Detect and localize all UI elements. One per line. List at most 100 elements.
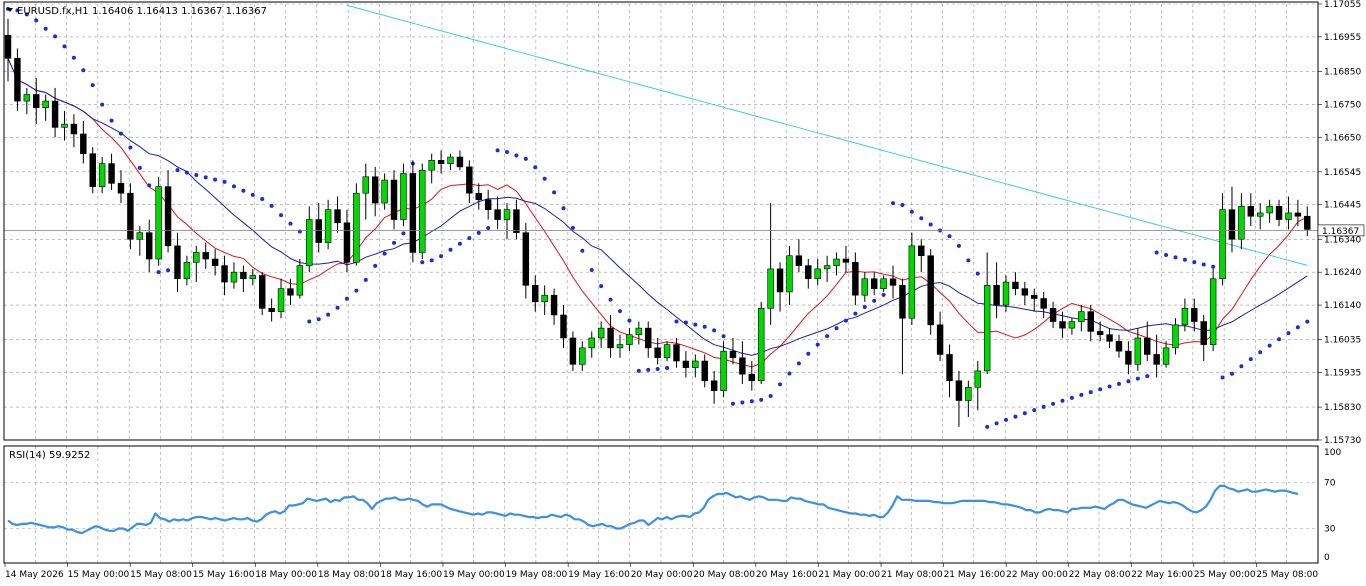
bear-candle [1106,334,1113,342]
psar-dot [81,68,86,73]
bear-candle [513,209,520,233]
bear-candle [1115,340,1123,352]
price-tick-label: 1.16650 [1324,133,1361,143]
bear-candle [1200,321,1207,345]
bear-candle [522,232,530,286]
psar-dot [90,83,95,88]
psar-dot [778,382,783,387]
psar-dot [241,188,246,193]
psar-dot [392,240,397,245]
bear-candle [221,265,228,283]
psar-dot [1192,260,1197,265]
psar-dot [843,318,848,323]
bear-candle [1040,298,1047,309]
bear-candle [4,34,12,59]
bull-candle [1068,321,1076,329]
bull-candle [635,327,643,336]
bull-candle [136,232,144,240]
bull-candle [42,100,49,108]
psar-dot [523,156,528,161]
psar-dot [533,165,538,170]
bear-candle [1031,294,1038,299]
bull-candle [767,268,774,309]
bull-candle [597,327,605,339]
psar-dot [627,318,632,323]
psar-dot [740,400,745,405]
time-tick-label: 22 May 16:00 [1131,570,1193,580]
psar-dot [118,131,123,136]
psar-dot [1107,384,1112,389]
psar-dot [128,145,133,150]
bear-candle [117,183,125,194]
psar-dot [15,8,20,13]
bull-candle [1078,311,1085,322]
bear-candle [1096,331,1104,336]
bear-candle [673,344,680,362]
psar-dot [570,225,575,230]
bear-candle [343,222,351,263]
psar-dot [1116,381,1121,386]
bull-candle [692,360,699,368]
bull-candle [1002,281,1010,306]
psar-dot [269,203,274,208]
bear-candle [607,327,614,349]
psar-dot [109,118,114,123]
rsi-tick-label: 70 [1324,479,1336,489]
bear-candle [1087,311,1094,332]
psar-dot [862,304,867,309]
symbol-dropdown-icon[interactable] [7,8,13,12]
bear-candle [842,258,850,263]
bear-candle [1228,209,1236,240]
bear-candle [146,232,153,260]
price-tick-label: 1.16445 [1324,201,1361,211]
psar-dot [147,183,152,188]
psar-dot [909,209,914,214]
bull-candle [541,294,548,303]
psar-dot [1220,375,1225,380]
time-tick-label: 25 May 08:00 [1256,570,1318,580]
bear-candle [89,153,96,187]
psar-dot [655,366,660,371]
symbol-title[interactable]: EURUSD.fx,H1 [17,6,89,17]
bull-candle [400,173,407,220]
bear-candle [1247,206,1255,217]
bull-candle [23,94,31,102]
psar-dot [1277,337,1282,342]
time-tick-label: 22 May 08:00 [1069,570,1131,580]
bull-candle [616,344,624,349]
bull-candle [193,252,200,263]
bull-candle [419,169,426,253]
bear-candle [371,176,379,204]
psar-dot [335,305,340,310]
bear-candle [475,192,482,201]
chart-frames [3,1,1319,564]
psar-dot [994,421,999,426]
psar-dot [552,190,557,195]
bear-candle [174,245,181,280]
psar-dot [796,361,801,366]
bull-candle [183,262,191,280]
psar-dot [71,55,76,60]
psar-dot [316,317,321,322]
psar-dot [1305,319,1310,324]
bear-candle [701,360,708,382]
time-tick-label: 21 May 16:00 [944,570,1006,580]
psar-dot [1032,408,1037,413]
psar-dot [853,311,858,316]
price-tick-label: 1.16340 [1324,235,1361,245]
psar-dot [307,319,312,324]
time-tick-label: 22 May 00:00 [1006,570,1068,580]
bull-candle [155,186,162,260]
ma-mid-line [7,58,1308,356]
psar-dot [363,277,368,282]
bull-candle [814,268,821,280]
psar-dot [486,225,491,230]
bull-candle [1172,324,1179,349]
bear-candle [870,278,878,289]
price-tick-label: 1.16140 [1324,301,1361,311]
psar-dot [175,168,180,173]
bull-candle [861,278,868,296]
psar-dot [693,322,698,327]
psar-dot [1182,257,1187,262]
